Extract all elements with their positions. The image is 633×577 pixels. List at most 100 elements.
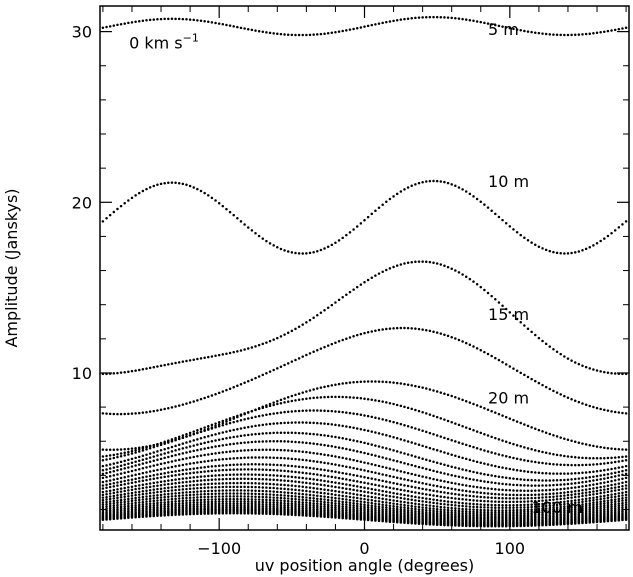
data-point [185,513,188,516]
data-point [544,499,548,502]
data-point [613,489,617,492]
data-point [534,484,537,487]
data-point [450,335,453,339]
data-point [479,405,483,409]
data-point [123,492,126,496]
data-point [290,488,294,491]
data-point [188,505,192,509]
data-point [221,204,225,208]
data-point [544,504,548,508]
data-point [297,480,301,484]
data-point [345,501,348,504]
data-point [167,17,170,21]
data-point [348,290,352,294]
data-point [410,498,413,502]
data-point [464,477,468,480]
data-point [443,333,446,336]
data-point [392,509,395,512]
data-point [563,394,566,398]
data-point [217,201,221,205]
data-point [512,367,515,370]
data-point [570,502,573,505]
data-point [254,473,257,476]
data-point [548,33,552,36]
data-point [105,468,108,471]
data-point [410,441,413,444]
data-point [566,357,570,360]
data-point [319,487,323,491]
data-point [116,481,119,484]
data-point [243,27,246,30]
data-point [207,194,210,197]
data-point [272,486,275,490]
data-point [464,426,468,429]
data-point [108,213,112,217]
data-point [337,494,341,497]
data-point [261,477,265,481]
data-point [388,327,392,330]
data-point [163,447,166,451]
data-point [355,502,359,506]
data-point [312,499,315,503]
data-point [577,505,581,509]
data-point [544,248,548,252]
data-point [381,270,384,273]
data-point [410,504,413,508]
data-point [192,400,195,403]
data-point [261,512,265,515]
data-point [381,503,384,506]
data-point [199,486,203,490]
data-point [508,467,512,471]
data-point [595,457,599,460]
data-point [159,514,163,517]
data-point [428,179,432,183]
data-point [570,499,573,503]
data-point [116,371,119,375]
data-point [221,482,225,485]
data-point [494,481,497,485]
data-point [326,501,330,504]
data-point [101,480,105,484]
data-point [395,505,399,508]
data-point [225,422,228,426]
data-point [392,381,395,384]
data-point [192,498,195,502]
data-point [305,397,308,400]
data-point [105,471,108,475]
data-point [592,244,595,247]
data-point [508,225,512,228]
data-point [446,16,450,19]
data-point [272,463,275,467]
data-point [399,477,403,480]
data-point [501,503,504,507]
data-point [108,517,112,521]
data-point [584,494,588,497]
data-point [374,209,377,213]
data-point [214,474,217,477]
data-point [268,404,272,408]
data-point [123,201,126,205]
data-point [548,492,552,496]
data-point [254,456,257,459]
data-point [552,488,555,491]
data-point [563,472,566,475]
data-point [515,489,519,492]
data-point [156,493,159,497]
data-point [185,183,188,187]
data-point [523,478,526,481]
data-point [305,441,308,445]
data-point [105,490,108,493]
data-point [337,471,341,474]
data-point [519,29,522,32]
data-point [534,333,537,337]
data-point [515,28,519,31]
data-point [170,362,174,365]
data-point [508,506,512,510]
data-point [127,502,130,506]
data-point [501,218,504,222]
data-point [130,516,134,519]
data-point [417,505,421,509]
data-point [385,327,388,331]
data-point [406,511,410,514]
data-point [101,496,105,499]
